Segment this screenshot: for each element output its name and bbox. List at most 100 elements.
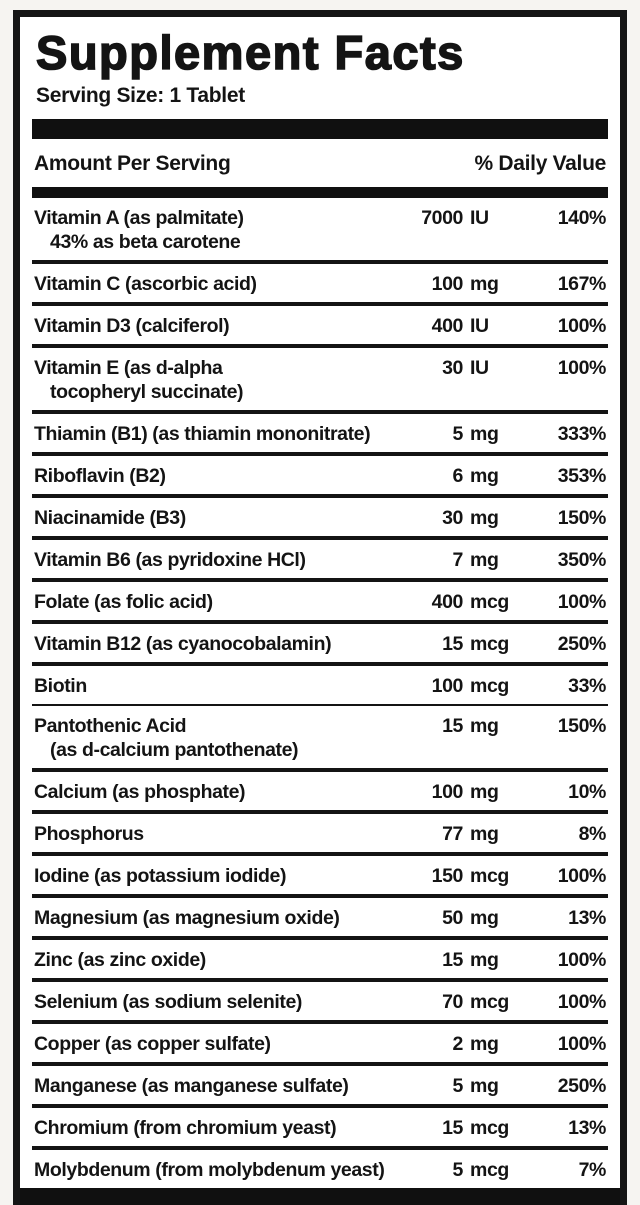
daily-value-percent: 333% [557,423,607,445]
amount-value: 400 [431,591,464,613]
nutrient-name: Thiamin (B1) (as thiamin mononitrate) [34,423,402,445]
table-row: Selenium (as sodium selenite) 70 mcg 100… [32,982,608,1024]
daily-value-percent: 13% [568,1117,606,1139]
daily-value-percent: 100% [557,315,607,337]
nutrient-name-main: Phosphorus [34,823,144,845]
nutrient-name-main: Thiamin (B1) (as thiamin mononitrate) [34,423,371,445]
nutrient-name: Chromium (from chromium yeast) [34,1117,402,1139]
amount-value: 15 [442,949,463,971]
nutrient-name-sub: 43% as beta carotene [50,231,241,253]
nutrient-name: Manganese (as manganese sulfate) [34,1075,402,1097]
nutrient-name-main: Calcium (as phosphate) [34,781,246,803]
amount-value: 15 [442,1117,463,1139]
amount-unit: mg [470,781,499,803]
table-row: Thiamin (B1) (as thiamin mononitrate) 5 … [32,414,608,456]
nutrient-name: Copper (as copper sulfate) [34,1033,402,1055]
table-row: Vitamin B6 (as pyridoxine HCl) 7 mg 350% [32,540,608,582]
nutrient-name-main: Niacinamide (B3) [34,507,186,529]
nutrient-name-main: Zinc (as zinc oxide) [34,949,206,971]
nutrient-amount: 6 mg [402,465,520,487]
table-row: Biotin 100 mcg 33% [32,666,608,706]
daily-value-percent: 7% [578,1159,607,1181]
nutrient-name-main: Magnesium (as magnesium oxide) [34,907,340,929]
nutrient-name-main: Chromium (from chromium yeast) [34,1117,337,1139]
nutrient-name: Zinc (as zinc oxide) [34,949,402,971]
amount-unit: mcg [470,633,509,655]
amount-value: 7 [452,549,464,571]
daily-value-percent: 167% [557,273,607,295]
nutrient-name: Vitamin E (as d-alpha tocopheryl succina… [34,357,402,403]
table-row: Vitamin A (as palmitate) 43% as beta car… [32,198,608,264]
amount-unit: mg [470,823,499,845]
nutrient-name-main: Vitamin D3 (calciferol) [34,315,230,337]
nutrient-amount: 70 mcg [402,991,520,1013]
nutrient-amount: 100 mg [402,273,520,295]
nutrient-name-main: Vitamin E (as d-alpha [34,357,223,379]
nutrient-amount: 100 mcg [402,675,520,697]
daily-value-header: % Daily Value [474,152,606,175]
amount-unit: mcg [470,1117,509,1139]
amount-value: 6 [452,465,464,487]
amount-unit: mcg [470,991,509,1013]
amount-value: 5 [452,423,464,445]
amount-unit: mg [470,1075,499,1097]
table-row: Copper (as copper sulfate) 2 mg 100% [32,1024,608,1066]
amount-value: 100 [431,781,464,803]
nutrient-name-main: Copper (as copper sulfate) [34,1033,271,1055]
amount-unit: mcg [470,865,509,887]
nutrient-name: Iodine (as potassium iodide) [34,865,402,887]
table-row: Vitamin E (as d-alpha tocopheryl succina… [32,348,608,414]
amount-value: 70 [442,991,463,1013]
nutrient-name-main: Manganese (as manganese sulfate) [34,1075,349,1097]
amount-unit: mg [470,907,499,929]
nutrient-name: Riboflavin (B2) [34,465,402,487]
table-row: Pantothenic Acid (as d-calcium pantothen… [32,706,608,772]
daily-value-percent: 33% [568,675,606,697]
nutrient-name-sub: (as d-calcium pantothenate) [50,739,299,761]
daily-value-percent: 150% [557,507,607,529]
nutrient-name-main: Pantothenic Acid [34,715,187,737]
amount-value: 77 [442,823,463,845]
supplement-facts-panel: Supplement Facts Serving Size: 1 Tablet … [13,10,627,1205]
nutrient-amount: 30 IU [402,357,520,379]
amount-unit: mg [470,507,499,529]
nutrient-name-main: Selenium (as sodium selenite) [34,991,302,1013]
amount-unit: mg [470,465,499,487]
daily-value-percent: 150% [557,715,607,737]
nutrient-name: Folate (as folic acid) [34,591,402,613]
table-row: Molybdenum (from molybdenum yeast) 5 mcg… [32,1150,608,1188]
column-header-row: Amount Per Serving % Daily Value [32,139,608,187]
nutrient-name-sub: tocopheryl succinate) [50,381,244,403]
daily-value-percent: 10% [568,781,606,803]
nutrient-amount: 7000 IU [402,207,520,229]
daily-value-percent: 250% [557,1075,607,1097]
nutrient-amount: 50 mg [402,907,520,929]
daily-value-percent: 350% [557,549,607,571]
table-row: Manganese (as manganese sulfate) 5 mg 25… [32,1066,608,1108]
table-row: Iodine (as potassium iodide) 150 mcg 100… [32,856,608,898]
daily-value-percent: 100% [557,1033,607,1055]
amount-value: 7000 [421,207,463,229]
nutrient-name: Magnesium (as magnesium oxide) [34,907,402,929]
divider-mid [32,187,608,198]
table-row: Chromium (from chromium yeast) 15 mcg 13… [32,1108,608,1150]
nutrient-name-main: Vitamin C (ascorbic acid) [34,273,257,295]
nutrient-name-main: Riboflavin (B2) [34,465,166,487]
amount-unit: mg [470,549,499,571]
daily-value-percent: 13% [568,907,606,929]
nutrient-amount: 30 mg [402,507,520,529]
nutrient-amount: 7 mg [402,549,520,571]
nutrient-name: Niacinamide (B3) [34,507,402,529]
nutrient-amount: 15 mg [402,715,520,737]
amount-unit: IU [470,315,489,337]
nutrient-name-main: Iodine (as potassium iodide) [34,865,287,887]
nutrient-name-main: Vitamin B6 (as pyridoxine HCl) [34,549,306,571]
amount-unit: IU [470,357,489,379]
amount-value: 30 [442,507,463,529]
nutrient-amount: 100 mg [402,781,520,803]
daily-value-percent: 100% [557,591,607,613]
amount-unit: mcg [470,1159,509,1181]
nutrient-amount: 15 mcg [402,633,520,655]
nutrient-name: Vitamin B6 (as pyridoxine HCl) [34,549,402,571]
